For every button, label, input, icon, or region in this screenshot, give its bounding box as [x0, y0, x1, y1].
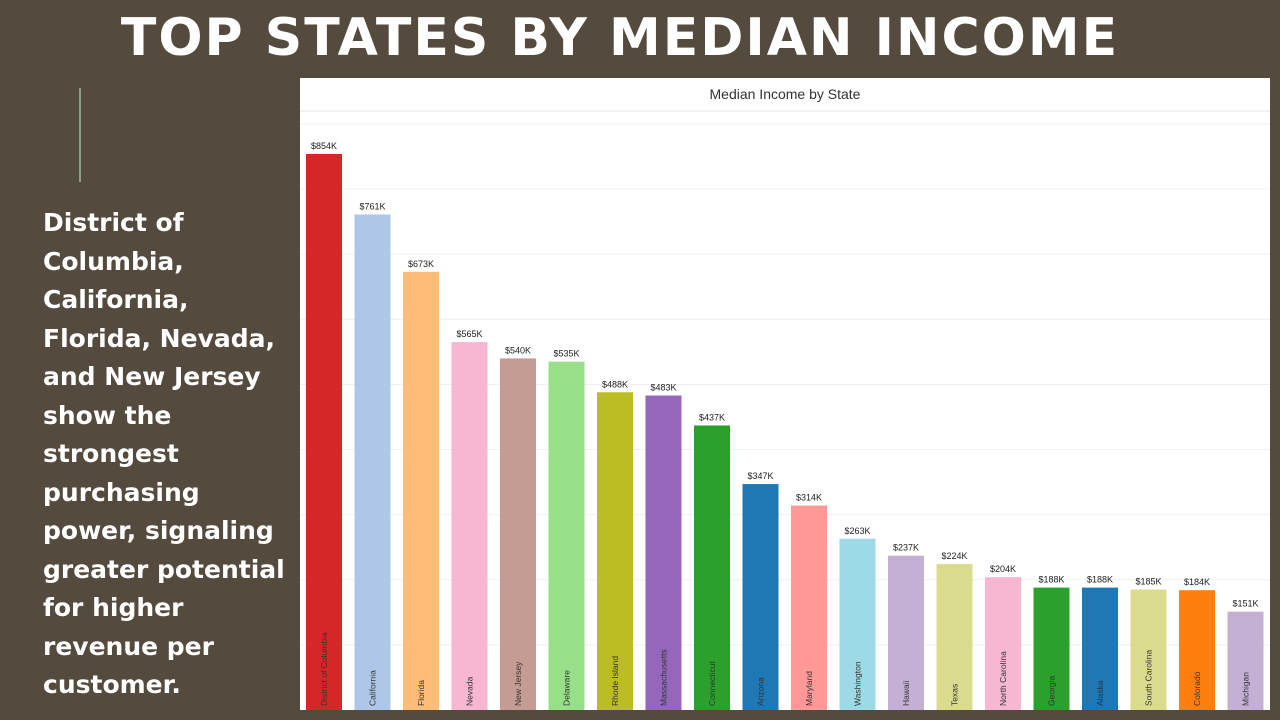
bar-value-label: $185K [1135, 577, 1161, 587]
category-label: Georgia [1047, 675, 1057, 706]
bar [1179, 590, 1215, 710]
bar-value-label: $314K [796, 493, 822, 503]
bar-value-label: $204K [990, 564, 1016, 574]
chart-title: Median Income by State [710, 86, 861, 102]
bar-value-label: $224K [941, 551, 967, 561]
bar-value-label: $535K [553, 349, 579, 359]
category-label: Nevada [465, 676, 475, 706]
category-label: Alaska [1095, 680, 1105, 706]
bar [1130, 589, 1167, 710]
bar-value-label: $483K [650, 383, 676, 393]
bar-value-label: $488K [602, 379, 628, 389]
category-label: Florida [416, 680, 426, 706]
accent-divider [79, 88, 81, 182]
category-label: New Jersey [513, 661, 523, 706]
gridlines [300, 123, 1270, 646]
category-label: South Carolina [1144, 649, 1154, 706]
bar [451, 342, 488, 710]
category-label: Hawaii [901, 680, 911, 706]
bar-value-label: $184K [1184, 577, 1210, 587]
category-label: District of Columbia [319, 632, 329, 706]
bar-value-label: $347K [747, 471, 773, 481]
bar [500, 358, 536, 710]
bars-group: $854K District of Columbia $761K California… [306, 141, 1264, 710]
bar-chart: Median Income by State $854K District of … [300, 86, 1270, 710]
category-label: Massachusetts [659, 649, 669, 706]
bar [645, 395, 682, 710]
bar [839, 538, 876, 710]
slide-body-text: District of Columbia, California, Florid… [43, 208, 285, 699]
bar-value-label: $237K [893, 543, 919, 553]
bar-value-label: $188K [1087, 575, 1113, 585]
bar [354, 214, 391, 710]
bar-value-label: $151K [1232, 599, 1258, 609]
category-label: Texas [950, 684, 960, 706]
bar [597, 392, 633, 710]
category-label: California [368, 670, 378, 706]
bar-value-label: $263K [844, 526, 870, 536]
chart-panel: Median Income by State $854K District of … [300, 78, 1270, 710]
bar [1033, 587, 1070, 710]
bar-value-label: $565K [456, 329, 482, 339]
bar-value-label: $673K [408, 259, 434, 269]
bar [548, 361, 585, 710]
bar [985, 577, 1021, 710]
bar [694, 425, 730, 710]
category-label: Rhode Island [610, 656, 620, 706]
bar [742, 484, 779, 710]
bar [403, 271, 439, 710]
bar [1082, 587, 1118, 710]
bar-value-label: $188K [1038, 575, 1064, 585]
category-label: Michigan [1241, 672, 1251, 706]
category-label: Washington [853, 661, 863, 706]
category-label: Colorado [1192, 671, 1202, 706]
bar-value-label: $854K [311, 141, 337, 151]
bar [936, 564, 973, 710]
bar-value-label: $761K [359, 202, 385, 212]
bar [791, 505, 827, 710]
category-label: Delaware [562, 670, 572, 706]
bar [1227, 611, 1264, 710]
slide-title: TOP STATES BY MEDIAN INCOME [120, 8, 1120, 68]
category-label: Arizona [756, 677, 766, 706]
bar [888, 555, 924, 710]
bar-value-label: $540K [505, 345, 531, 355]
bar [306, 153, 342, 710]
category-label: North Carolina [998, 651, 1008, 706]
bar-value-label: $437K [699, 412, 725, 422]
category-label: Maryland [804, 671, 814, 706]
category-label: Connecticut [707, 660, 717, 706]
